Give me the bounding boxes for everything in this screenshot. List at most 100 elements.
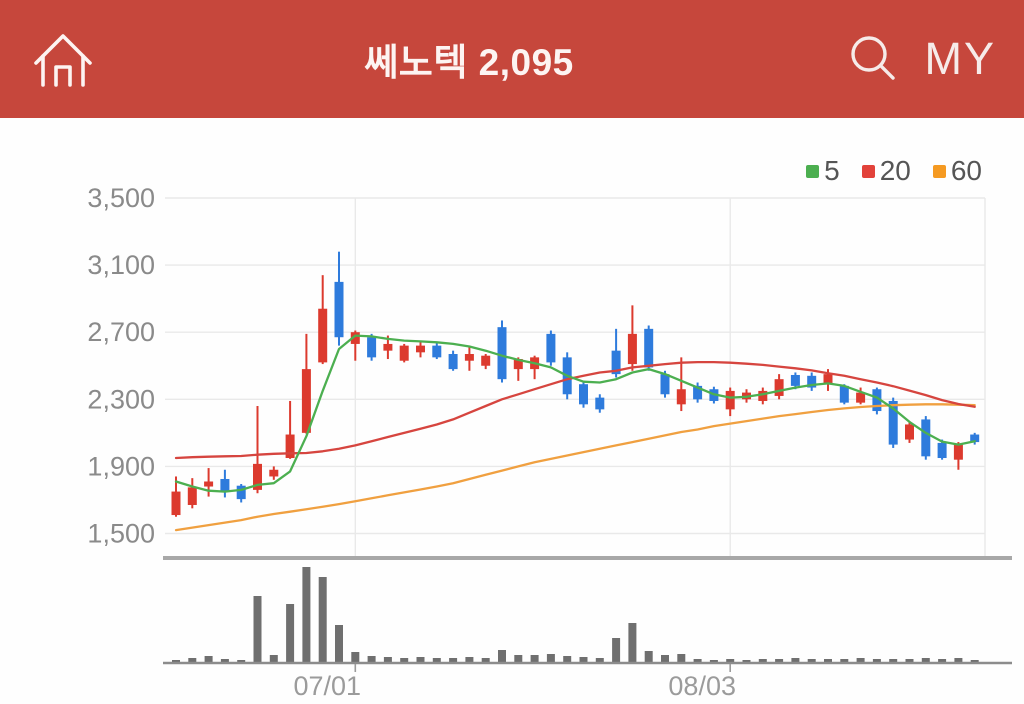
candle [285, 400, 295, 459]
home-button[interactable] [30, 26, 96, 92]
candle-body [921, 419, 931, 457]
volume-bar [302, 567, 311, 663]
candle [236, 484, 246, 503]
volume-bar [709, 660, 718, 663]
candle-body [481, 355, 491, 366]
candle [823, 369, 833, 391]
candle-body [546, 333, 556, 363]
volume-bar [921, 658, 930, 663]
candle-body [758, 390, 768, 401]
candle-body [171, 491, 181, 516]
candle-body [660, 374, 670, 395]
header: 쎄노텍 2,095 MY [0, 0, 1024, 118]
candle-body [416, 345, 425, 353]
my-button[interactable]: MY [924, 33, 996, 84]
candle-body [937, 442, 947, 459]
volume-bar [449, 658, 458, 663]
candle-body [953, 444, 963, 460]
volume-bar [514, 655, 523, 663]
candle-body [432, 345, 442, 358]
volume-bar [726, 659, 735, 663]
candle [579, 380, 588, 408]
volume-bar [400, 658, 409, 663]
candle-wick [289, 400, 292, 459]
volume-bar [546, 654, 555, 663]
candle-body [905, 424, 914, 440]
volume-bar [872, 659, 881, 663]
volume-bar [465, 657, 474, 663]
candle-body [872, 389, 882, 412]
volume-bar [367, 656, 376, 663]
y-axis-label: 3,500 [87, 183, 155, 213]
candle-body [611, 350, 621, 375]
candle-body [856, 392, 866, 403]
volume-bar [530, 655, 539, 663]
candle [269, 466, 279, 480]
candle [383, 335, 393, 360]
candle [611, 328, 621, 378]
candle-wick [680, 357, 683, 412]
volume-bar [840, 659, 849, 663]
ma60-line [174, 403, 976, 532]
volume-bar [335, 625, 343, 663]
candle [448, 350, 458, 371]
y-axis-label: 3,100 [87, 250, 155, 280]
volume-bar [970, 660, 979, 663]
y-axis-label: 1,500 [87, 519, 155, 549]
volume-bar [742, 660, 751, 663]
candle [921, 416, 931, 460]
y-axis-label: 2,300 [87, 384, 155, 414]
candle-body [367, 337, 377, 358]
candle [790, 372, 800, 390]
volume-bar [677, 654, 686, 663]
candle [839, 384, 849, 405]
legend-item-label: 20 [879, 155, 911, 186]
candle-body [676, 389, 686, 405]
candles [171, 251, 980, 517]
candle [676, 357, 686, 412]
candle [530, 355, 540, 380]
legend-item: 5 [806, 155, 840, 187]
volume-bar [824, 659, 832, 663]
candle-body [285, 434, 295, 459]
legend-item-label: 60 [950, 155, 982, 186]
volume-bar [628, 623, 637, 663]
candle-body [253, 463, 262, 490]
candle [970, 432, 980, 445]
volume-bar [253, 596, 262, 663]
candle-body [334, 281, 344, 338]
volume-bar [954, 658, 963, 663]
candle [367, 333, 377, 361]
volume-bar [383, 657, 392, 663]
candle [546, 330, 556, 366]
candle [937, 439, 947, 460]
candle-body [220, 478, 230, 491]
candle-body [383, 343, 393, 351]
volume-bar [644, 651, 653, 663]
x-axis-label: 08/03 [668, 671, 736, 701]
volume-bar [220, 659, 229, 663]
candle-body [644, 328, 654, 368]
ma20-line [174, 360, 976, 460]
legend-item: 20 [861, 155, 911, 187]
candle [856, 387, 866, 405]
volume-bar [905, 659, 914, 663]
candle-body [399, 345, 409, 361]
candle-body [627, 333, 637, 365]
candle [953, 442, 963, 470]
candle [693, 382, 703, 403]
candle-body [579, 384, 588, 405]
candle-body [970, 434, 980, 443]
candle-body [774, 379, 784, 396]
search-button[interactable] [847, 33, 899, 85]
candle [187, 478, 197, 509]
header-actions: MY [847, 0, 997, 118]
volume-bar [351, 652, 360, 663]
candle [301, 333, 311, 434]
candle-body [595, 397, 605, 410]
candle [660, 370, 670, 398]
candle-body [448, 354, 458, 370]
candle-body [464, 354, 474, 361]
volume-bar [204, 656, 213, 663]
